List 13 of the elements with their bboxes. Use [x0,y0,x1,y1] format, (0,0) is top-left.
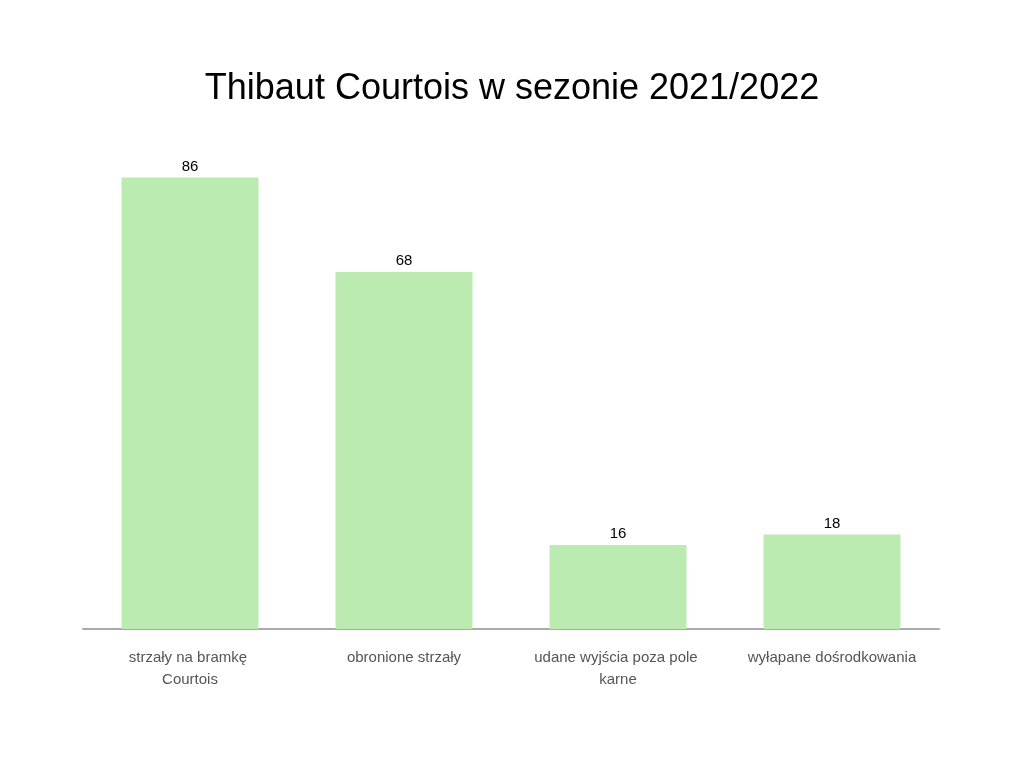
bar [549,545,687,629]
x-tick-label: obronione strzały [346,647,462,665]
x-tick-label: wyłapane dośrodkowania [746,647,917,665]
data-label: 18 [823,513,841,531]
x-tick-label: strzały na bramkę Courtois [128,647,252,687]
bar [335,272,473,629]
data-label: 16 [609,524,627,541]
data-label: 68 [395,251,413,268]
bar [121,177,259,629]
bar [763,534,901,629]
data-label: 86 [181,156,199,174]
x-tick-label: udane wyjścia poza pole karne [534,647,702,687]
chart-title: Thibaut Courtois w sezonie 2021/2022 [204,65,820,107]
